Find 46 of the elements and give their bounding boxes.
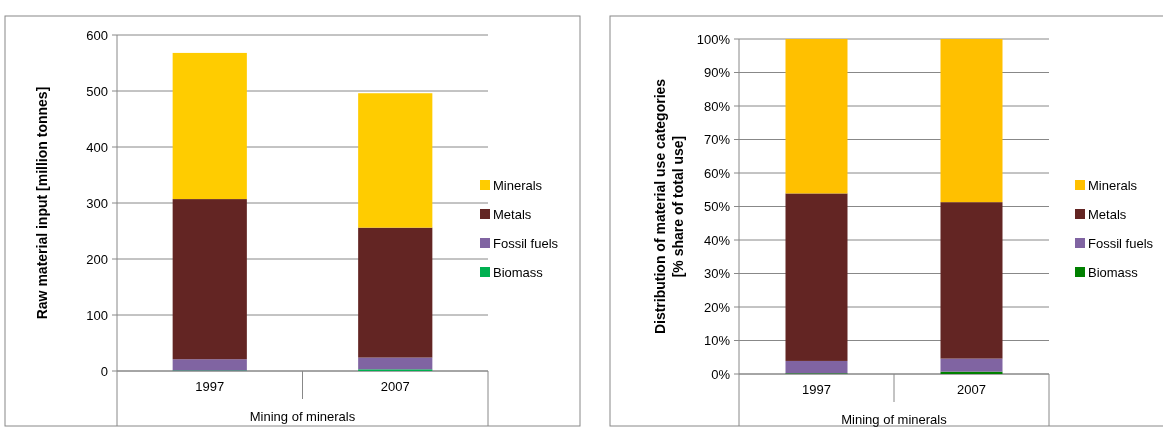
y-tick-label: 600 [86,27,108,43]
y-tick-label: 80% [703,98,731,114]
y-tick-label: 90% [703,65,731,81]
y-tick-label: 70% [703,132,731,148]
bar [940,202,1003,359]
y-tick-label: 200 [86,251,108,267]
y-axis-title: Raw material input [million tonnes] [34,86,50,320]
y-tick-label: 50% [703,199,731,215]
y-tick-label: 400 [86,139,108,155]
x-tick-label: 2007 [380,379,410,394]
y-tick-label: 0 [100,363,108,379]
bar [172,359,247,371]
legend-label: Metals [493,206,532,222]
bar [940,358,1003,372]
legend-label: Minerals [493,177,543,193]
y-tick-label: 100% [696,31,731,47]
bar [172,199,247,360]
x-axis-title: Mining of minerals [249,409,356,424]
x-tick-label: 1997 [802,382,831,397]
bar [358,93,433,228]
x-axis-title: Mining of minerals [841,412,948,427]
y-tick-label: 20% [703,299,731,315]
y-axis-title: Distribution of material use categories [% share of total use] [652,78,686,335]
legend-label: Fossil fuels [1088,235,1154,251]
y-tick-label: 40% [703,232,731,248]
bar [358,227,433,358]
y-tick-label: 10% [703,333,731,349]
legend-label: Fossil fuels [493,235,559,251]
bar [172,52,247,200]
x-tick-label: 1997 [195,379,225,394]
bar [785,360,848,374]
bar [785,193,848,361]
y-tick-label: 100 [86,307,108,323]
x-tick-label: 2007 [957,382,986,397]
bar [785,39,848,194]
y-tick-label: 0% [711,366,731,382]
y-tick-label: 500 [86,83,108,99]
legend-label: Biomass [493,264,544,280]
legend-label: Metals [1088,206,1127,222]
bar [940,39,1003,203]
y-tick-label: 30% [703,266,731,282]
y-tick-label: 60% [703,165,731,181]
y-tick-label: 300 [86,195,108,211]
legend-label: Biomass [1088,264,1139,280]
legend-label: Minerals [1088,177,1138,193]
bar [358,357,433,370]
